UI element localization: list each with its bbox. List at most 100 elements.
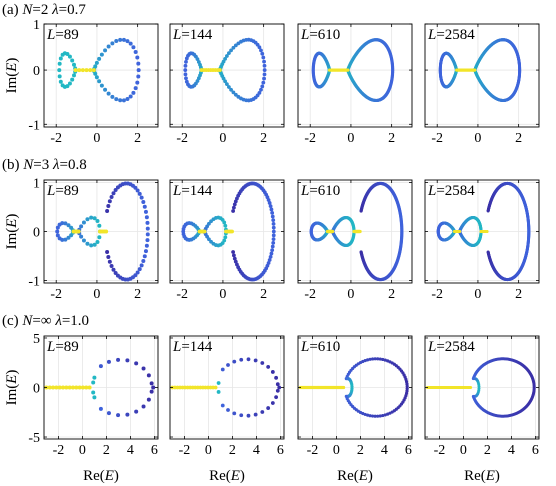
data-point [331, 229, 335, 234]
data-point [220, 403, 225, 408]
data-point [232, 202, 237, 207]
data-point [358, 229, 362, 234]
x-tick-label: 2 [229, 443, 236, 458]
data-point [141, 258, 146, 263]
data-point [63, 221, 68, 226]
data-point [266, 406, 271, 410]
data-point [105, 209, 110, 214]
data-point [141, 366, 146, 371]
data-point [231, 253, 236, 258]
y-axis-label: Im(E) [4, 58, 20, 94]
data-point [103, 87, 108, 92]
panel-L-label: L=610 [300, 183, 340, 199]
data-point [95, 219, 100, 224]
data-point [131, 45, 136, 50]
panel: -2 0 2 4 6 L=2584 [424, 335, 540, 458]
x-tick-label: 2 [484, 443, 491, 458]
row-2: (c) N=∞ λ=1.0-2 0 2 4 6-505 L=89-2 0 2 4 6L=144-2… [2, 313, 540, 458]
data-point [231, 45, 236, 50]
data-point [106, 203, 111, 208]
data-point [111, 267, 116, 272]
data-point [141, 200, 146, 205]
data-point [63, 237, 68, 242]
y-tick-label: 1 [33, 176, 40, 191]
y-tick-label: 0 [33, 64, 40, 79]
data-point [125, 358, 130, 363]
data-point [97, 235, 102, 240]
data-point [87, 385, 92, 390]
data-point [271, 225, 276, 230]
data-point [91, 380, 96, 385]
data-point [261, 55, 266, 60]
data-point [233, 199, 238, 204]
panel-frame [169, 23, 285, 128]
data-point [270, 244, 275, 249]
data-point [139, 195, 144, 200]
x-tick-label: 6 [277, 443, 284, 458]
data-point [270, 248, 275, 253]
data-point [184, 76, 188, 81]
data-point [125, 39, 130, 44]
x-tick-label: 0 [93, 287, 100, 302]
data-point [95, 239, 100, 244]
data-point [69, 225, 74, 230]
x-tick-label: -2 [50, 131, 62, 146]
data-point [231, 205, 236, 210]
data-point [149, 381, 154, 386]
y-tick-label: -5 [28, 431, 40, 446]
data-point [260, 410, 265, 414]
panel: -2 0 2 L=144 [169, 179, 285, 302]
data-point [220, 367, 225, 372]
panel: -2 0 2 4 6 -5 0 5 L=89 [28, 332, 159, 458]
data-point [99, 83, 104, 88]
data-point [485, 230, 489, 233]
data-point [184, 59, 188, 64]
data-point [60, 237, 65, 242]
data-point [133, 50, 138, 55]
data-point [195, 79, 200, 83]
x-tick-label: 6 [532, 443, 539, 458]
data-point [91, 68, 96, 73]
data-point [271, 218, 276, 223]
x-tick-label: 4 [508, 443, 515, 458]
data-point [262, 76, 266, 81]
x-axis-label: Re(E) [337, 468, 373, 484]
x-tick-label: 2 [515, 287, 522, 302]
data-point [257, 45, 262, 50]
data-point [235, 196, 239, 201]
x-tick-label: -2 [431, 287, 443, 302]
data-point [270, 370, 275, 374]
data-point [183, 63, 188, 68]
row-label: (c) N=∞ λ=1.0 [2, 313, 89, 329]
data-point [57, 68, 62, 73]
data-point [135, 270, 140, 275]
y-tick-label: 5 [33, 332, 40, 347]
data-point [58, 56, 63, 61]
data-point [121, 98, 126, 103]
x-tick-label: 6 [405, 443, 412, 458]
data-point [270, 211, 275, 215]
panel-L-label: L=610 [300, 339, 340, 355]
data-point [145, 226, 150, 231]
data-point [111, 191, 116, 196]
data-point [125, 97, 130, 102]
data-point [145, 232, 150, 237]
data-point [227, 85, 231, 89]
data-point [231, 209, 236, 213]
data-point [275, 388, 280, 393]
x-tick-label: 6 [151, 443, 158, 458]
data-point [267, 201, 272, 205]
panel: -2 0 2 L=610 [297, 179, 413, 302]
y-axis-label: Im(E) [4, 370, 20, 406]
y-tick-label: -1 [28, 118, 40, 133]
data-point [486, 209, 490, 213]
x-tick-label: 0 [219, 131, 226, 146]
data-point [271, 221, 276, 226]
data-point [260, 361, 265, 365]
data-point [109, 263, 114, 268]
data-point [106, 411, 111, 416]
data-point [271, 233, 276, 238]
data-point [274, 375, 279, 380]
data-point [232, 256, 237, 261]
